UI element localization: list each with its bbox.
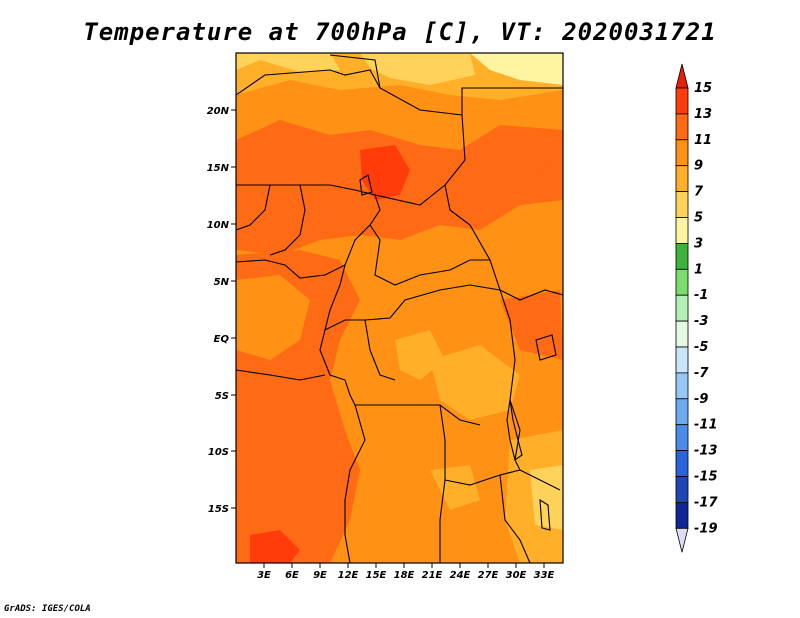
colorbar: 15 13 11 9 7 5 3 1 -1 -3 -5 -7 -9 -11 -13 -15 -17 -19 [675,63,718,553]
colorbar-label: -9 [694,392,708,407]
colorbar-top-arrow [675,63,689,89]
colorbar-label: -1 [694,288,708,303]
colorbar-label: 9 [694,159,703,174]
lon-ticks [263,563,545,568]
lat-ticks [231,109,236,509]
colorbar-swatch [675,372,689,400]
colorbar-swatch [675,165,689,192]
lon-label: 30E [506,570,527,581]
colorbar-swatch [675,139,689,167]
colorbar-swatch [675,320,689,348]
colorbar-swatch [675,268,689,296]
lon-label: 15E [366,570,387,581]
colorbar-swatch [675,191,689,218]
colorbar-label: -5 [694,340,708,355]
colorbar-label: 7 [694,185,704,200]
lon-label: 24E [450,570,471,581]
colorbar-swatch [675,87,689,115]
colorbar-swatch [675,217,689,244]
colorbar-label: -19 [694,521,718,536]
map-frame-border [235,52,564,564]
lat-label: 10N [207,220,230,231]
lon-label: 3E [257,570,271,581]
country-borders [236,54,563,563]
colorbar-label: -17 [694,495,718,510]
lat-label: 15S [208,504,229,515]
colorbar-label: -7 [694,366,709,381]
colorbar-swatch [675,476,689,503]
colorbar-label: 1 [694,262,703,277]
colorbar-label: 15 [694,81,712,96]
colorbar-swatch [675,346,689,374]
footer-credit: GrADS: IGES/COLA [4,604,91,614]
lon-labels: 3E 6E 9E 12E 15E 18E 21E 24E 27E 30E 33E [257,570,554,581]
colorbar-label: 13 [694,107,712,122]
lat-label: 5S [215,391,229,402]
lon-label: 21E [422,570,443,581]
colorbar-label: 3 [694,236,703,251]
colorbar-swatch [675,294,689,322]
lat-label: EQ [214,334,230,345]
lat-label: 5N [214,277,230,288]
colorbar-swatch [675,424,689,452]
lat-label: 20N [207,106,230,117]
colorbar-label: -11 [694,418,718,433]
page-title: Temperature at 700hPa [C], VT: 202003172… [83,18,717,46]
lat-label: 15N [207,163,230,174]
lon-label: 27E [478,570,499,581]
lon-label: 9E [313,570,327,581]
colorbar-swatch [675,242,689,270]
colorbar-label: 5 [694,211,703,226]
colorbar-label: -13 [694,444,718,459]
lat-labels: 20N 15N 10N 5N EQ 5S 10S 15S [207,106,230,515]
lon-label: 33E [534,570,555,581]
colorbar-label: -3 [694,314,708,329]
colorbar-swatch [675,398,689,426]
colorbar-swatch [675,450,689,477]
colorbar-swatch [675,113,689,141]
colorbar-bottom-arrow [675,527,689,553]
lat-label: 10S [208,447,229,458]
lon-label: 12E [338,570,359,581]
lon-label: 18E [394,570,415,581]
colorbar-swatch [675,501,689,529]
lon-label: 6E [285,570,299,581]
temperature-field [236,53,563,563]
colorbar-label: 11 [694,133,712,148]
colorbar-label: -15 [694,470,718,485]
